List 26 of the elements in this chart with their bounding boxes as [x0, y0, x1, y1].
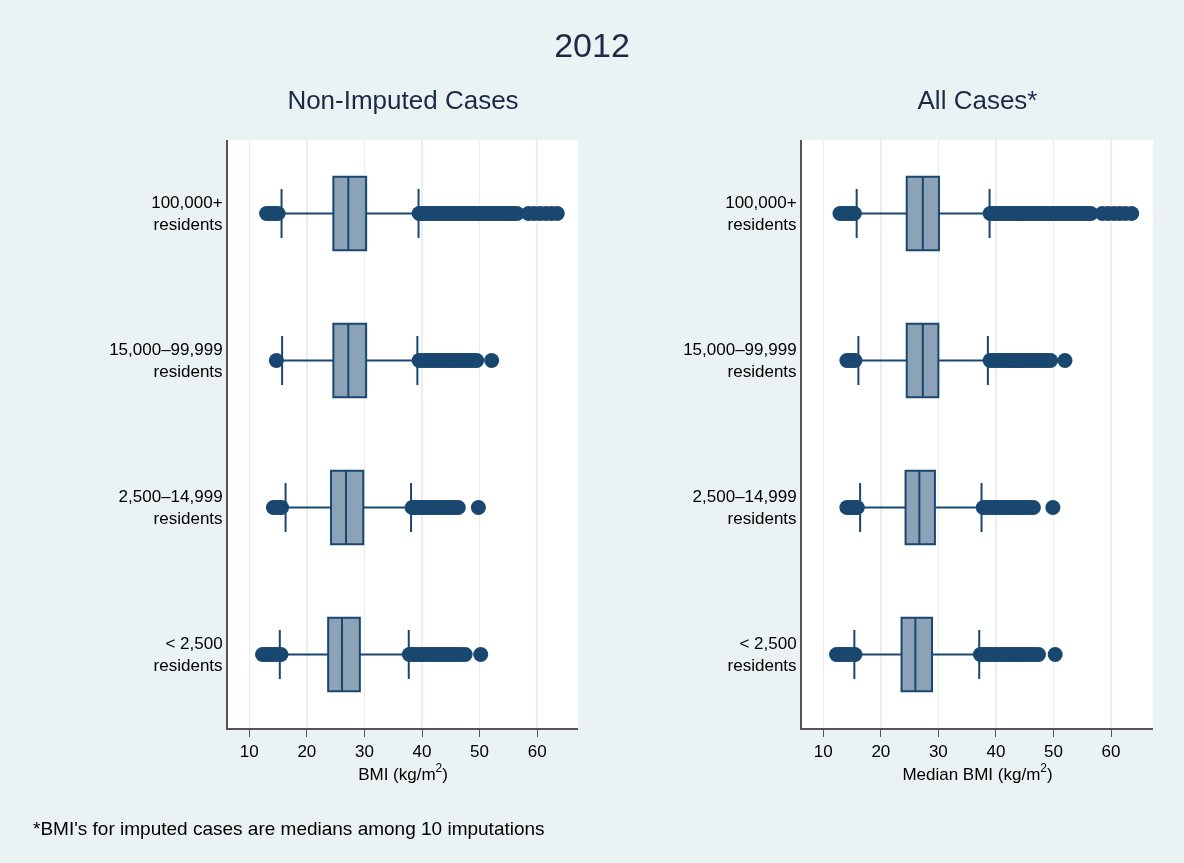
x-tick-label: 60	[1101, 742, 1121, 762]
chart-title: All Cases*	[917, 85, 1038, 116]
y-tick-label: 15,000–99,999 residents	[109, 340, 223, 382]
x-tick-label: 40	[986, 742, 1006, 762]
x-tick-label: 20	[297, 742, 317, 762]
x-tick-label: 30	[354, 742, 374, 762]
y-tick-label: < 2,500 residents	[153, 634, 223, 676]
text: 2012	[553, 26, 631, 65]
text: *BMI's for imputed cases are medians among 10 imputations	[33, 818, 545, 840]
x-tick-label: 10	[239, 742, 259, 762]
y-tick-label: 100,000+ residents	[151, 193, 223, 235]
y-tick-label: 100,000+ residents	[725, 193, 797, 235]
y-tick-label: 2,500–14,999 residents	[692, 487, 797, 529]
x-axis-title: BMI (kg/m$^{2}$)	[358, 761, 448, 784]
y-tick-label: 2,500–14,999 residents	[118, 487, 223, 529]
x-tick-label: 20	[871, 742, 891, 762]
x-tick-label: 40	[412, 742, 432, 762]
y-tick-label: 15,000–99,999 residents	[683, 340, 797, 382]
x-tick-label: 50	[470, 742, 490, 762]
x-tick-label: 60	[527, 742, 547, 762]
x-axis-title: Median BMI (kg/m$^{2}$)	[902, 761, 1053, 784]
y-tick-label: < 2,500 residents	[727, 634, 797, 676]
x-tick-label: 50	[1043, 742, 1063, 762]
x-tick-label: 10	[813, 742, 833, 762]
x-tick-label: 30	[928, 742, 948, 762]
chart-title: Non-Imputed Cases	[287, 85, 519, 116]
